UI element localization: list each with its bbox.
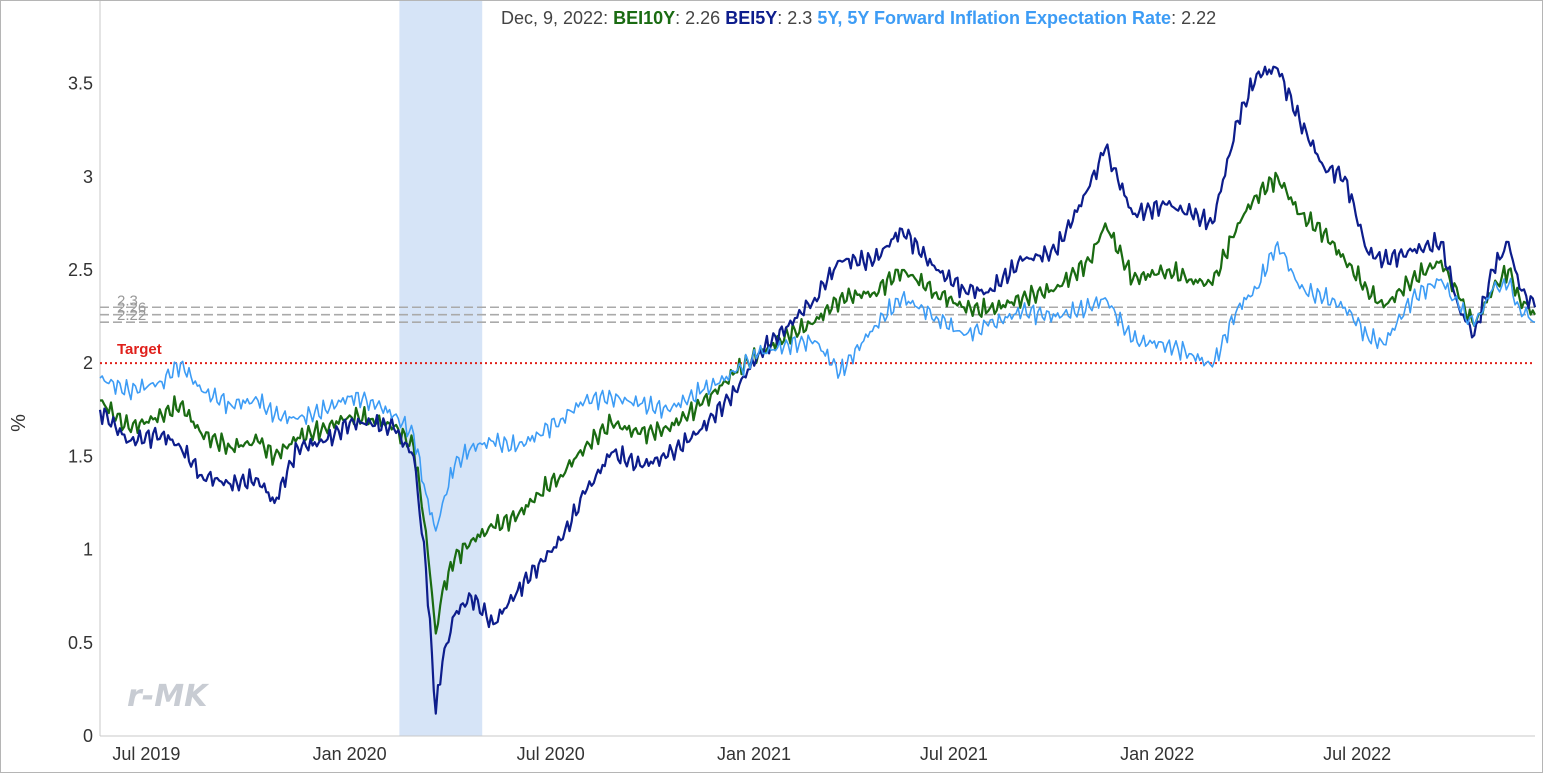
legend-series-2-name: BEI5Y: [725, 8, 778, 28]
watermark-logo: r-MK: [127, 679, 210, 714]
legend-date: Dec, 9, 2022: [501, 8, 604, 28]
y-tick-label: 0.5: [68, 633, 93, 653]
series-line-3: [99, 241, 1536, 532]
legend-series-1-name: BEI10Y: [613, 8, 676, 28]
x-tick-label: Jul 2021: [920, 744, 988, 764]
legend-series-3-name: 5Y, 5Y Forward Inflation Expectation Rat…: [817, 8, 1172, 28]
y-tick-label: 3: [83, 167, 93, 187]
recession-shade: [399, 1, 483, 736]
reference-line-label: 2.22: [117, 307, 146, 324]
tick-labels-layer: 0 0.5 1 1.5 2 2.5 3 3.5 Jul 2019 Jan 2020 Jul 2020…: [68, 74, 1391, 764]
x-tick-label: Jul 2019: [112, 744, 180, 764]
chart-legend: Dec, 9, 2022: BEI10Y: 2.26 BEI5Y: 2.3 5Y…: [501, 8, 1217, 28]
y-tick-label: 1.5: [68, 446, 93, 466]
series-line-2: [98, 65, 1537, 715]
y-tick-label: 0: [83, 726, 93, 746]
y-tick-label: 2: [83, 353, 93, 373]
axes-layer: [99, 1, 1535, 737]
y-tick-label: 3.5: [68, 74, 93, 94]
legend-series-3-value: 2.22: [1181, 8, 1217, 28]
shaded-region-layer: [399, 1, 483, 736]
reference-line-label: 2.26: [117, 300, 146, 317]
target-label: Target: [117, 341, 162, 358]
reference-lines-layer: Target 2.32.262.22: [100, 292, 1535, 365]
x-tick-label: Jul 2020: [517, 744, 585, 764]
x-tick-label: Jan 2021: [717, 744, 791, 764]
series-layer: [98, 65, 1537, 715]
x-tick-label: Jan 2022: [1120, 744, 1194, 764]
series-line-1: [99, 171, 1536, 635]
y-tick-label: 1: [83, 540, 93, 560]
x-tick-label: Jul 2022: [1323, 744, 1391, 764]
y-tick-label: 2.5: [68, 260, 93, 280]
y-axis-label: %: [8, 414, 30, 432]
legend-series-1-value: 2.26: [685, 8, 721, 28]
x-tick-label: Jan 2020: [313, 744, 387, 764]
legend-series-2-value: 2.3: [787, 8, 813, 28]
reference-line-label: 2.3: [117, 292, 138, 309]
